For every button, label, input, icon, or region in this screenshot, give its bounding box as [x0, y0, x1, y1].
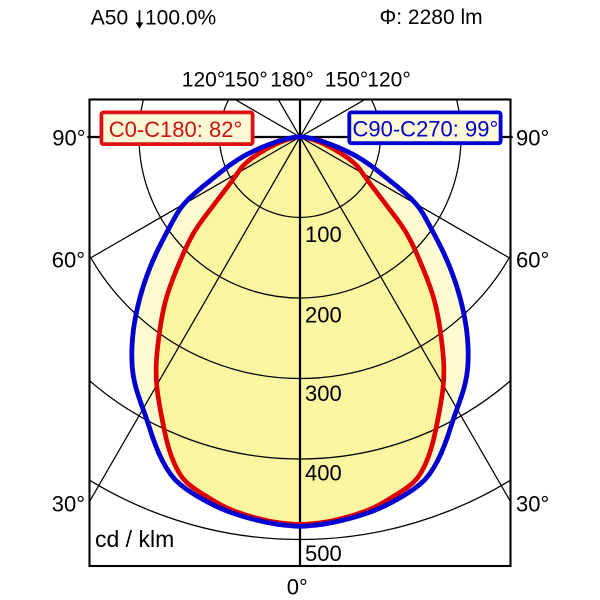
svg-text:120°: 120° [367, 69, 410, 92]
svg-text:Φ: 2280 lm: Φ: 2280 lm [380, 6, 483, 29]
svg-text:90°: 90° [516, 126, 549, 151]
svg-text:100.0%: 100.0% [145, 7, 216, 30]
svg-text:30°: 30° [516, 492, 549, 517]
svg-text:60°: 60° [516, 247, 549, 272]
svg-text:cd / klm: cd / klm [95, 526, 174, 552]
svg-text:C90-C270: 99°: C90-C270: 99° [353, 117, 499, 142]
svg-text:500: 500 [305, 541, 342, 566]
svg-text:100: 100 [305, 222, 342, 247]
svg-text:90°: 90° [52, 126, 85, 151]
svg-text:150°: 150° [224, 69, 267, 92]
svg-text:120°: 120° [182, 69, 225, 92]
svg-text:150°: 150° [325, 69, 368, 92]
svg-text:C0-C180: 82°: C0-C180: 82° [109, 117, 243, 142]
svg-text:30°: 30° [52, 491, 85, 516]
svg-text:0°: 0° [287, 575, 308, 600]
svg-text:300: 300 [305, 381, 342, 406]
svg-text:180°: 180° [270, 69, 313, 92]
svg-text:60°: 60° [52, 247, 85, 272]
svg-text:A50: A50 [91, 7, 128, 30]
svg-text:400: 400 [305, 461, 342, 486]
svg-text:200: 200 [305, 303, 342, 328]
